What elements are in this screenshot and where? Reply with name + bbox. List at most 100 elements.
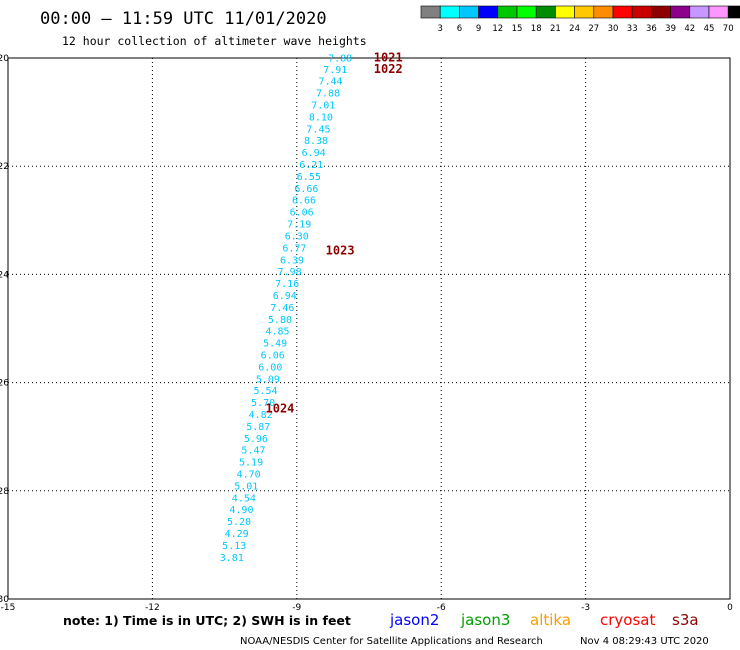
legend-label: 21	[550, 24, 561, 34]
legend-swatch	[497, 5, 518, 19]
y-tick-label: -26	[0, 379, 9, 389]
y-tick-label: -22	[0, 162, 9, 172]
swh-value-label: 6.06	[290, 208, 314, 219]
y-tick-label: -20	[0, 54, 9, 64]
x-tick-label: -15	[1, 603, 16, 613]
legend-swatch	[727, 5, 740, 19]
swh-value-label: 6.66	[294, 184, 318, 195]
legend-swatch	[459, 5, 479, 19]
pass-number-label: 1024	[266, 402, 295, 416]
x-tick-label: -3	[581, 603, 590, 613]
swh-value-label: 6.30	[285, 231, 309, 242]
legend-label: 12	[492, 24, 503, 34]
swh-value-label: 5.47	[241, 446, 265, 457]
swh-value-label: 4.90	[229, 505, 253, 516]
plot-frame	[7, 57, 731, 600]
legend-swatch	[651, 5, 671, 19]
legend-label: 18	[531, 24, 542, 34]
mission-label-jason2: jason2	[389, 611, 439, 629]
swh-value-label: 5.54	[253, 386, 277, 397]
swh-value-label: 6.77	[282, 243, 306, 254]
footer-credit: NOAA/NESDIS Center for Satellite Applica…	[240, 636, 543, 647]
legend-swatch	[420, 5, 441, 19]
y-tick-label: -30	[0, 595, 9, 605]
legend-label: 45	[704, 24, 715, 34]
swh-points: 7.887.917.447.887.018.107.458.386.946.21…	[220, 53, 352, 563]
pass-number-label: 1021	[374, 50, 403, 64]
mission-legend: jason2 jason3 altika cryosat s3a	[389, 611, 699, 629]
legend-label: 70	[723, 24, 734, 34]
swh-value-label: 7.16	[275, 279, 299, 290]
legend-label: 24	[569, 24, 580, 34]
swh-value-label: 4.54	[232, 493, 256, 504]
swh-value-label: 6.21	[299, 160, 323, 171]
footer-timestamp: Nov 4 08:29:43 UTC 2020	[580, 636, 709, 647]
legend-swatch	[555, 5, 575, 19]
legend-label: 15	[512, 24, 523, 34]
swh-value-label: 7.88	[328, 53, 352, 64]
legend-label: 39	[665, 24, 676, 34]
mission-label-cryosat: cryosat	[600, 611, 655, 629]
legend-label: 27	[588, 24, 599, 34]
legend-swatch	[574, 5, 595, 19]
x-tick-label: -12	[145, 603, 160, 613]
mission-label-jason3: jason3	[460, 611, 510, 629]
legend-swatch	[689, 5, 710, 19]
swh-value-label: 3.81	[220, 553, 244, 564]
gridlines	[8, 58, 730, 599]
swh-value-label: 7.46	[270, 303, 294, 314]
swh-value-label: 5.87	[246, 422, 270, 433]
swh-value-label: 5.01	[234, 481, 258, 492]
swh-value-label: 7.19	[287, 220, 311, 231]
swh-value-label: 4.29	[225, 529, 249, 540]
swh-value-label: 8.38	[304, 136, 328, 147]
swh-value-label: 4.85	[265, 327, 289, 338]
legend-swatch	[708, 5, 729, 19]
swh-value-label: 5.13	[222, 541, 246, 552]
swh-value-label: 6.00	[258, 362, 282, 373]
x-tick-label: -9	[292, 603, 301, 613]
x-axis-ticks: -15 -12 -9 -6 -3 0	[1, 603, 733, 613]
swh-value-label: 7.88	[316, 89, 340, 100]
swh-value-label: 6.66	[292, 196, 316, 207]
chart-subtitle: 12 hour collection of altimeter wave hei…	[62, 34, 367, 48]
swh-value-label: 5.49	[263, 339, 287, 350]
swh-value-label: 5.80	[268, 315, 292, 326]
legend-label: 36	[646, 24, 657, 34]
legend-swatch	[631, 5, 652, 19]
x-tick-label: -6	[437, 603, 446, 613]
legend-swatch	[670, 5, 691, 19]
legend-swatch	[516, 5, 537, 19]
swh-value-label: 5.19	[239, 458, 263, 469]
chart-title: 00:00 – 11:59 UTC 11/01/2020	[40, 9, 327, 29]
mission-label-altika: altika	[530, 611, 571, 629]
swh-value-label: 6.06	[261, 350, 285, 361]
pass-number-label: 1023	[326, 244, 355, 258]
y-tick-label: -24	[0, 270, 9, 280]
legend-label: 30	[608, 24, 619, 34]
swh-value-label: 7.44	[318, 77, 342, 88]
legend-swatch	[478, 5, 499, 19]
swh-value-label: 6.39	[280, 255, 304, 266]
swh-value-label: 5.96	[244, 434, 268, 445]
legend-swatch	[612, 5, 633, 19]
legend-label: 42	[684, 24, 695, 34]
swh-value-label: 7.01	[311, 101, 335, 112]
swh-value-label: 4.82	[249, 410, 273, 421]
x-tick-label: 0	[727, 603, 733, 613]
legend-swatch	[593, 5, 614, 19]
mission-label-s3a: s3a	[672, 611, 699, 629]
swh-value-label: 5.09	[256, 374, 280, 385]
swh-value-label: 5.70	[251, 398, 275, 409]
swh-value-label: 7.98	[278, 267, 302, 278]
legend-label: 33	[627, 24, 638, 34]
swh-value-label: 7.91	[323, 65, 347, 76]
swh-value-label: 4.70	[237, 469, 261, 480]
swh-value-label: 5.20	[227, 517, 251, 528]
swh-value-label: 7.45	[306, 124, 330, 135]
legend-label: 6	[457, 24, 462, 34]
pass-number-label: 1022	[374, 62, 403, 76]
